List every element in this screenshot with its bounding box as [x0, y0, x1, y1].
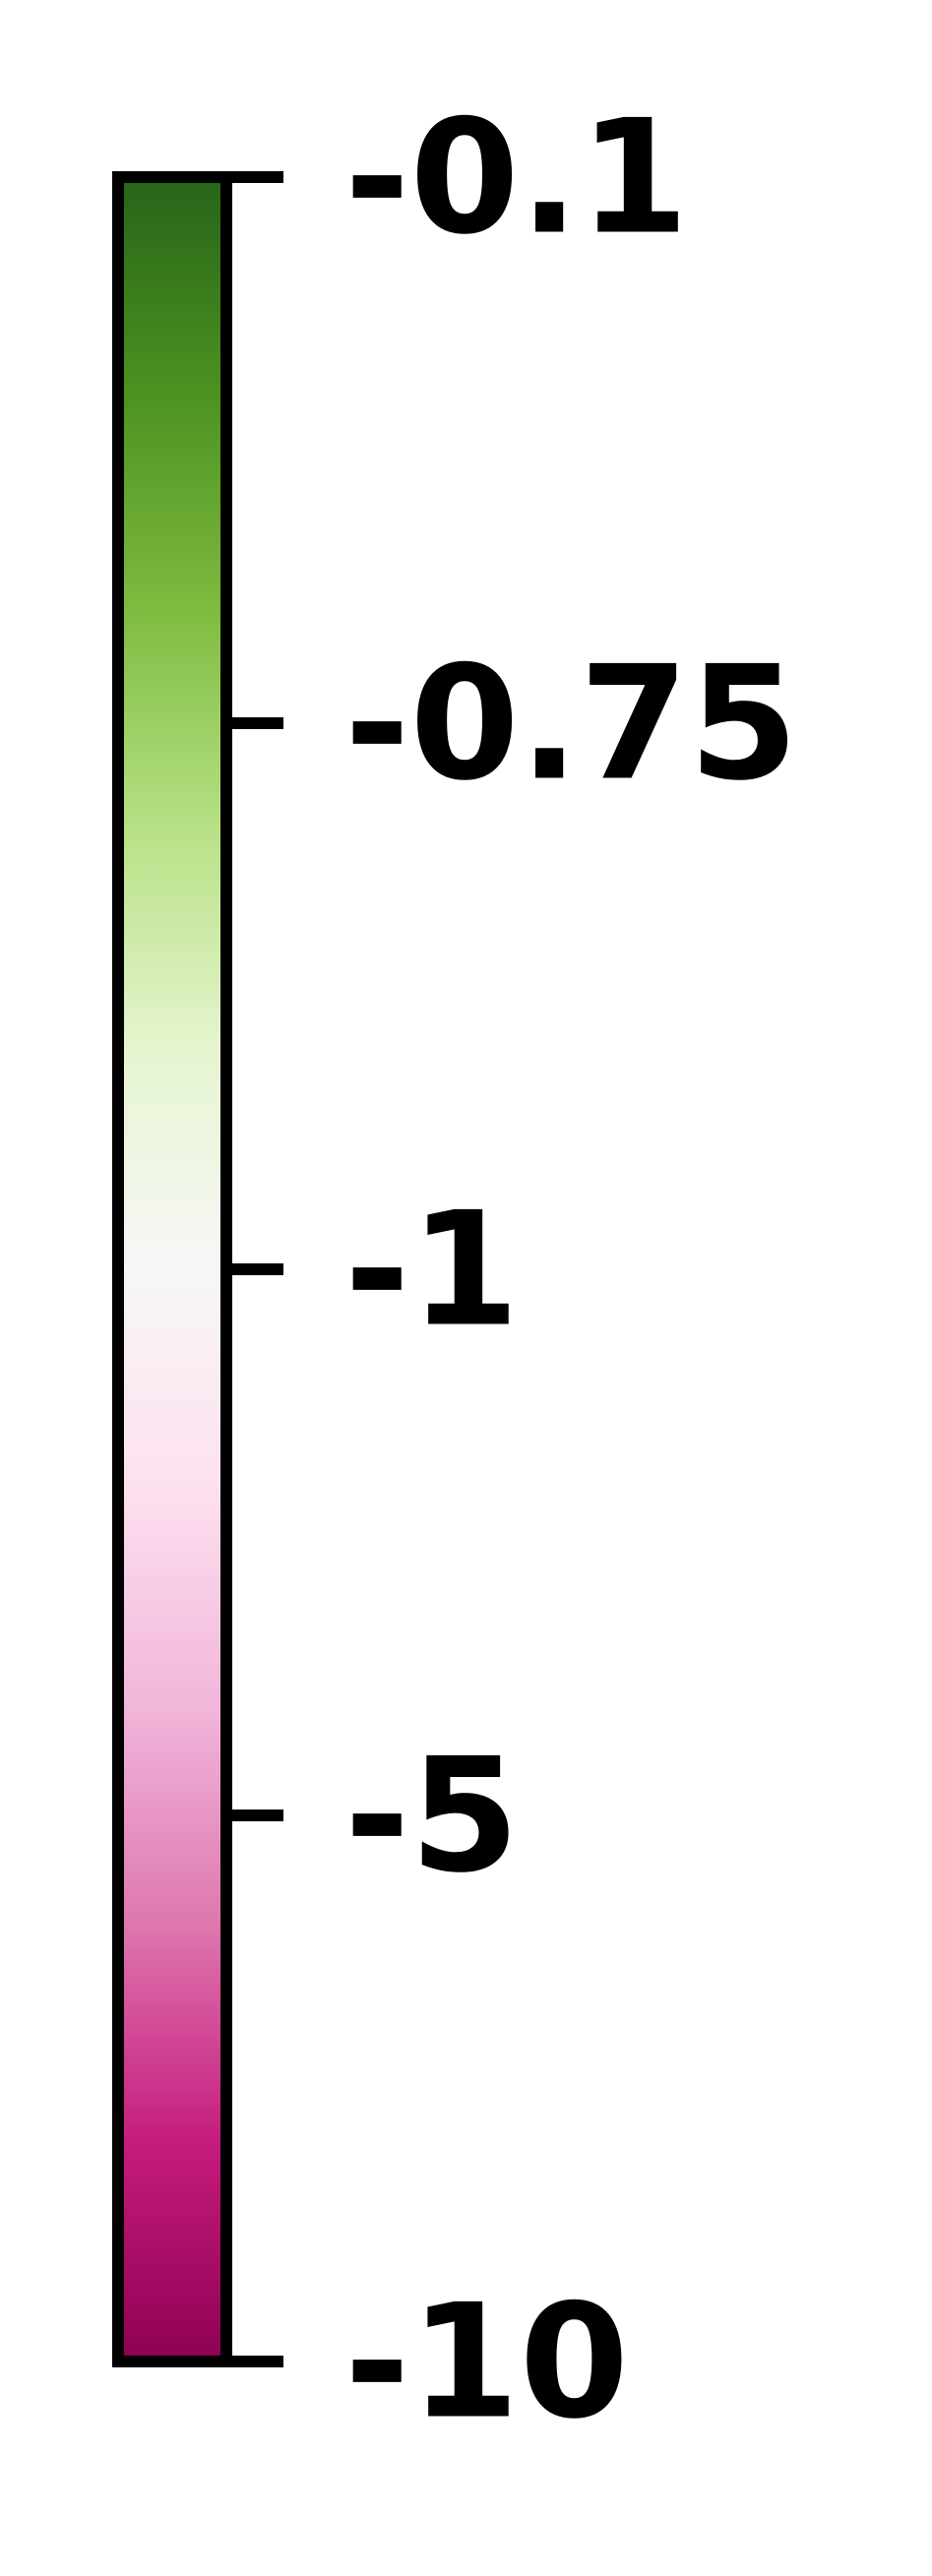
colorbar-tick-label: -10 [344, 2270, 629, 2454]
colorbar-tick-label: -0.75 [344, 632, 798, 816]
colorbar-tick-label: -1 [344, 1178, 520, 1362]
colorbar-ticks: -0.1 -0.75 -1 -5 -10 [226, 86, 798, 2454]
colorbar-tick-label: -5 [344, 1724, 520, 1908]
colorbar-tick-label: -0.1 [344, 86, 689, 270]
colorbar-gradient [118, 177, 226, 2361]
